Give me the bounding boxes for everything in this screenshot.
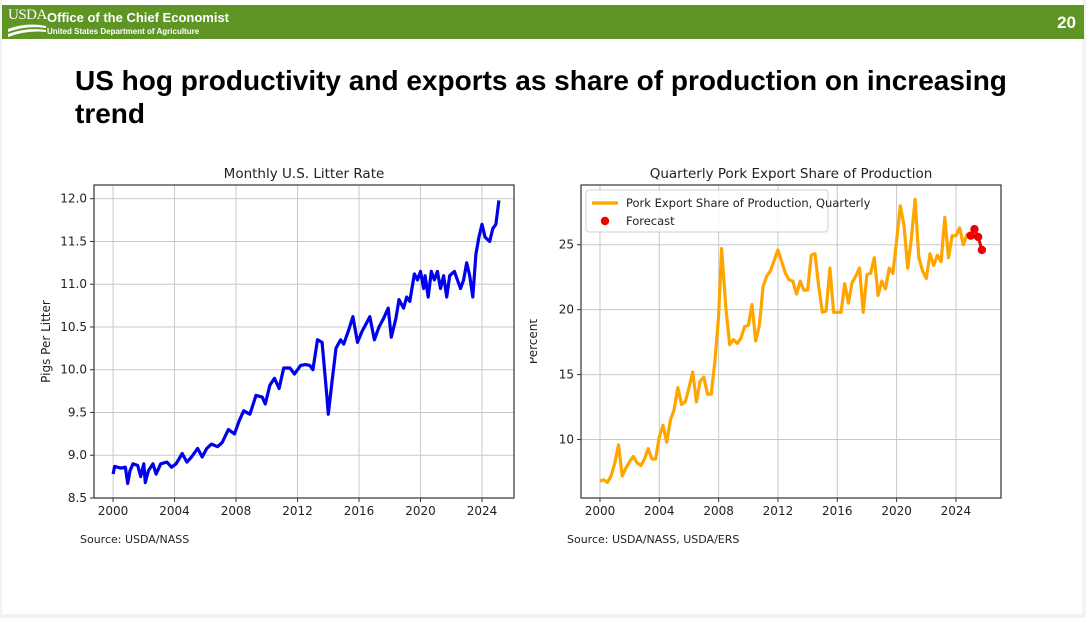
litter-rate-chart: 2000 2004 2008 2012 2016 2020 2024 8.5 9.0 9.5 10.… [39, 166, 515, 518]
y-tick-label: 10.0 [60, 363, 87, 377]
y-tick-label: 15 [559, 368, 574, 382]
y-tick-label: 10 [559, 433, 574, 447]
x-tick-label: 2020 [881, 504, 912, 518]
export-share-line [599, 197, 972, 484]
office-name: Office of the Chief Economist [47, 10, 230, 25]
chart-title: Monthly U.S. Litter Rate [224, 166, 385, 182]
y-tick-label: 9.5 [68, 405, 87, 419]
plot-frame [93, 184, 515, 499]
y-tick-label: 11.0 [60, 277, 87, 291]
x-tick-label: 2008 [703, 504, 734, 518]
forecast-point [977, 245, 987, 255]
legend-label: Forecast [626, 214, 675, 228]
y-tick-label: 9.0 [68, 448, 87, 462]
forecast-point [973, 232, 983, 242]
usda-logo: USDA [8, 7, 47, 38]
chart-source-left: Source: USDA/NASS [80, 533, 190, 546]
usda-swoosh-icon [8, 24, 46, 37]
y-tick-label: 12.0 [60, 192, 87, 206]
x-tick-label: 2016 [822, 504, 853, 518]
y-tick-label: 8.5 [68, 491, 87, 505]
legend-marker-forecast [600, 216, 610, 226]
legend-box [585, 189, 829, 233]
y-tick-label: 10.5 [60, 320, 87, 334]
y-axis-label: Percent [530, 319, 540, 364]
x-tick-label: 2012 [763, 504, 794, 518]
x-tick-label: 2020 [405, 504, 436, 518]
x-tick-label: 2016 [344, 504, 375, 518]
x-tick-label: 2004 [159, 504, 190, 518]
page-number: 20 [1057, 13, 1076, 32]
header-banner: USDA Office of the Chief Economist Unite… [2, 5, 1084, 39]
chart-title: Quarterly Pork Export Share of Productio… [650, 166, 933, 182]
x-tick-label: 2000 [585, 504, 616, 518]
chart-source-right: Source: USDA/NASS, USDA/ERS [567, 533, 740, 546]
forecast-point [966, 231, 975, 240]
x-tick-label: 2012 [282, 504, 313, 518]
x-tick-label: 2004 [644, 504, 675, 518]
x-tick-label: 2000 [98, 504, 129, 518]
y-tick-label: 20 [559, 303, 574, 317]
y-tick-label: 25 [559, 238, 574, 252]
slide-title: US hog productivity and exports as share… [75, 65, 1007, 129]
y-axis-label: Pigs Per Litter [39, 300, 53, 383]
x-tick-label: 2008 [221, 504, 252, 518]
export-share-chart: 2000 2004 2008 2012 2016 2020 2024 10 15 20 25 Quar… [530, 166, 1002, 518]
usda-logo-text: USDA [8, 7, 47, 23]
x-tick-label: 2024 [467, 504, 498, 518]
legend-label: Pork Export Share of Production, Quarter… [626, 196, 871, 210]
plot-frame [580, 184, 1002, 499]
y-tick-label: 11.5 [60, 234, 87, 248]
forecast-point [970, 224, 979, 234]
department-name: United States Department of Agriculture [47, 27, 200, 36]
x-tick-label: 2024 [941, 504, 972, 518]
litter-rate-line [111, 200, 501, 486]
